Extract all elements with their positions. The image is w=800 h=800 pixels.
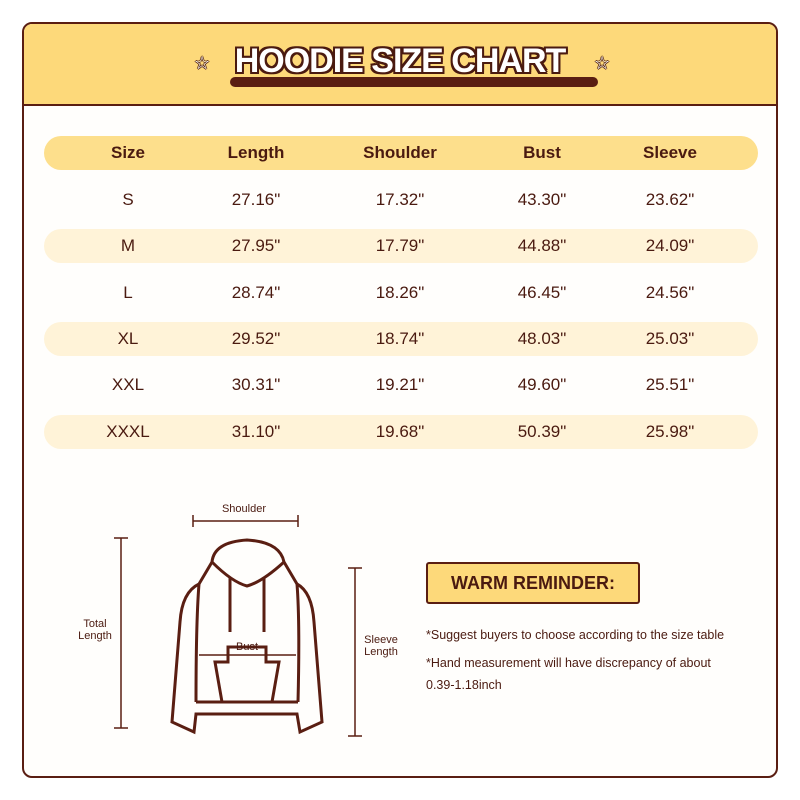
table-cell: M <box>120 236 136 255</box>
table-cell: 27.16" <box>231 190 281 209</box>
table-cell: 18.26" <box>375 283 425 302</box>
shoulder-label: Shoulder <box>221 503 267 515</box>
table-cell: 29.52" <box>231 329 281 348</box>
total-length-label: Total Length <box>70 618 120 642</box>
table-row: L 28.74" 18.26" 46.45" 24.56" <box>44 276 758 310</box>
table-cell: 23.62" <box>645 190 695 209</box>
table-cell: 19.68" <box>375 422 425 441</box>
table-cell: 50.39" <box>517 422 567 441</box>
table-cell: 49.60" <box>517 375 567 394</box>
table-cell: 30.31" <box>231 375 281 394</box>
size-chart-card: HOODIE SIZE CHART ☆ ☆ Size Length Shoulder… <box>22 22 778 778</box>
table-cell: 24.09" <box>645 236 695 255</box>
table-cell: 46.45" <box>517 283 567 302</box>
sleeve-length-label: Sleeve Length <box>356 634 406 658</box>
table-cell: L <box>123 283 133 302</box>
table-row: S 27.16" 17.32" 43.30" 23.62" <box>44 183 758 217</box>
table-cell: 24.56" <box>645 283 695 302</box>
table-cell: 31.10" <box>231 422 281 441</box>
reminder-note: *Hand measurement will have discrepancy … <box>426 656 711 670</box>
table-cell: 44.88" <box>517 236 567 255</box>
measure-arrows <box>114 515 362 737</box>
page-title: HOODIE SIZE CHART <box>234 42 567 80</box>
reminder-note: *Suggest buyers to choose according to t… <box>426 628 725 642</box>
star-icon: ☆ <box>594 53 611 73</box>
hoodie-outline-icon <box>170 538 324 735</box>
bust-label: Bust <box>235 641 258 653</box>
table-row: XL 29.52" 18.74" 48.03" 25.03" <box>44 322 758 356</box>
table-row: XXL 30.31" 19.21" 49.60" 25.51" <box>44 368 758 402</box>
length-label: Length <box>364 646 398 658</box>
table-cell: 48.03" <box>517 329 567 348</box>
warm-reminder-title: WARM REMINDER: <box>426 562 640 604</box>
star-icon: ☆ <box>194 53 211 73</box>
table-row: M 27.95" 17.79" 44.88" 24.09" <box>44 229 758 263</box>
column-header: Bust <box>523 143 561 162</box>
sleeve-label: Sleeve <box>364 634 398 646</box>
total-label: Total <box>83 618 107 630</box>
length-label: Length <box>78 630 112 642</box>
reminder-note: 0.39-1.18inch <box>426 678 502 692</box>
table-cell: 25.51" <box>645 375 695 394</box>
table-cell: 27.95" <box>231 236 281 255</box>
table-cell: 19.21" <box>375 375 425 394</box>
column-header: Shoulder <box>363 143 437 162</box>
table-cell: XXL <box>111 375 145 394</box>
table-cell: 25.98" <box>645 422 695 441</box>
header-banner: HOODIE SIZE CHART ☆ ☆ <box>24 24 776 106</box>
table-cell: 17.32" <box>375 190 425 209</box>
table-cell: 17.79" <box>375 236 425 255</box>
hoodie-diagram <box>114 515 362 737</box>
table-header: Size Length Shoulder Bust Sleeve <box>44 136 758 170</box>
column-header: Sleeve <box>643 143 697 162</box>
title-underline <box>230 77 598 87</box>
table-cell: 18.74" <box>375 329 425 348</box>
table-cell: 25.03" <box>645 329 695 348</box>
table-cell: 28.74" <box>231 283 281 302</box>
table-cell: XL <box>117 329 139 348</box>
table-cell: XXXL <box>106 422 150 441</box>
column-header: Length <box>227 143 285 162</box>
table-cell: S <box>122 190 134 209</box>
table-row: XXXL 31.10" 19.68" 50.39" 25.98" <box>44 415 758 449</box>
table-cell: 43.30" <box>517 190 567 209</box>
column-header: Size <box>110 143 146 162</box>
